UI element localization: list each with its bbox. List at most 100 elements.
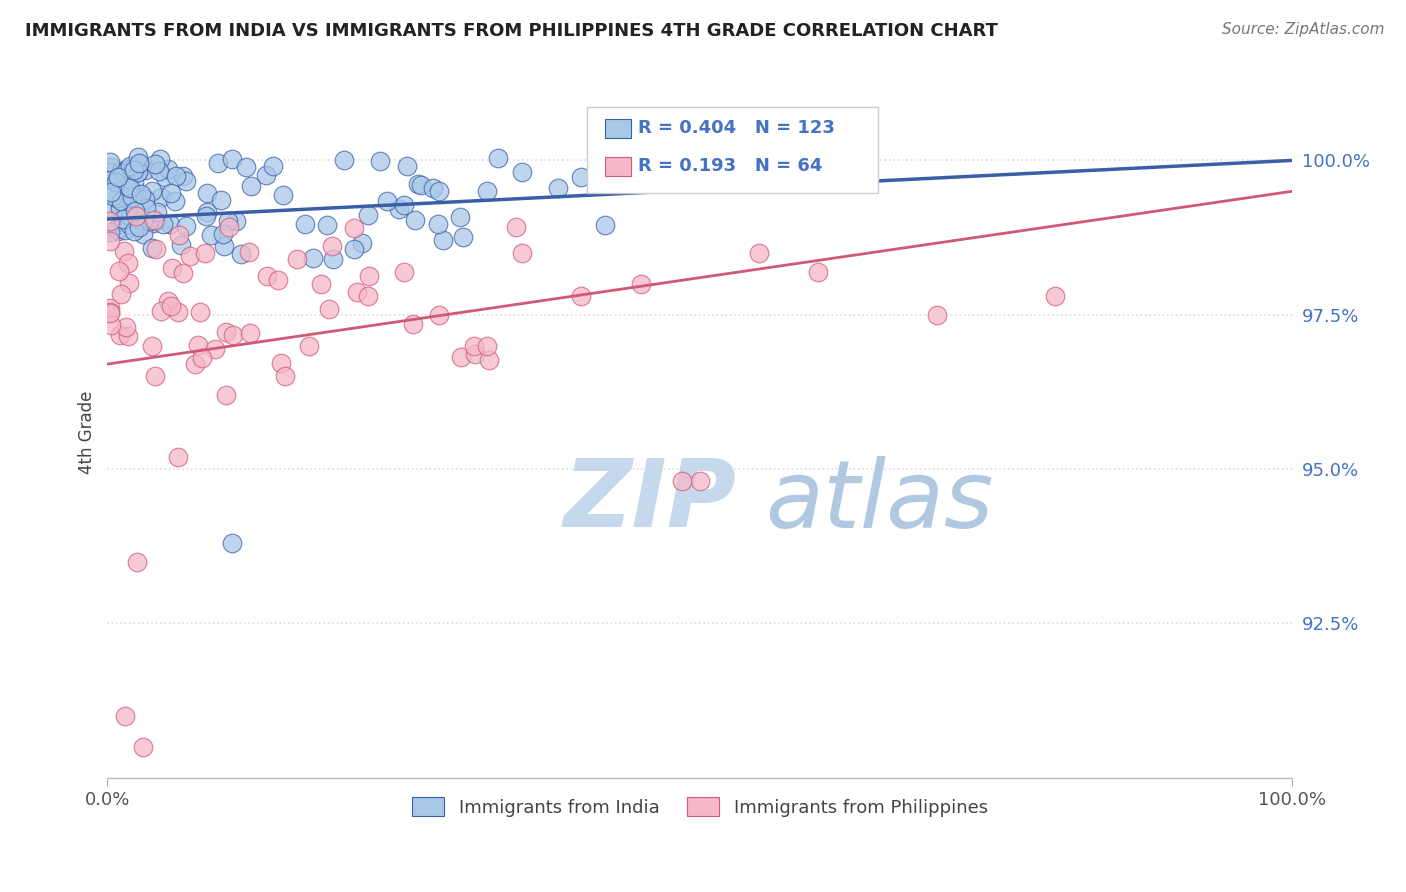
- Point: [124, 199, 146, 213]
- Point: [134, 192, 156, 206]
- Point: [159, 217, 181, 231]
- Point: [215, 325, 238, 339]
- Point: [159, 300, 181, 314]
- Point: [302, 251, 325, 265]
- Point: [475, 184, 498, 198]
- Point: [671, 475, 693, 489]
- Point: [486, 151, 509, 165]
- Point: [98, 234, 121, 248]
- Point: [343, 243, 366, 257]
- Point: [143, 157, 166, 171]
- Point: [125, 209, 148, 223]
- Point: [748, 246, 770, 260]
- Text: R = 0.404   N = 123: R = 0.404 N = 123: [638, 119, 835, 136]
- Text: R = 0.193   N = 64: R = 0.193 N = 64: [638, 157, 823, 175]
- Point: [1045, 289, 1067, 303]
- Point: [309, 277, 332, 291]
- Point: [100, 318, 122, 332]
- Point: [110, 194, 132, 208]
- Point: [105, 222, 128, 236]
- Point: [451, 230, 474, 244]
- Point: [117, 256, 139, 270]
- Point: [105, 190, 128, 204]
- Point: [100, 185, 122, 199]
- Point: [132, 739, 155, 754]
- Point: [298, 338, 321, 352]
- Point: [172, 169, 194, 183]
- Point: [194, 209, 217, 223]
- Bar: [605, 157, 631, 177]
- Point: [110, 202, 132, 216]
- Point: [209, 193, 232, 207]
- Point: [925, 308, 948, 322]
- Point: [225, 214, 247, 228]
- Point: [165, 169, 187, 183]
- Point: [127, 150, 149, 164]
- Point: [240, 178, 263, 193]
- Point: [115, 179, 138, 194]
- Point: [195, 205, 218, 219]
- Point: [254, 168, 277, 182]
- Point: [141, 338, 163, 352]
- Point: [98, 173, 121, 187]
- Point: [131, 227, 153, 241]
- Point: [402, 317, 425, 331]
- Point: [121, 161, 143, 175]
- Point: [316, 219, 339, 233]
- Point: [162, 261, 184, 276]
- Point: [191, 351, 214, 365]
- Bar: [605, 119, 631, 138]
- Point: [689, 475, 711, 489]
- Point: [145, 242, 167, 256]
- Point: [152, 217, 174, 231]
- Point: [141, 241, 163, 255]
- Point: [110, 287, 132, 301]
- Point: [149, 190, 172, 204]
- Point: [143, 212, 166, 227]
- Point: [129, 157, 152, 171]
- Point: [107, 169, 129, 184]
- Point: [464, 347, 486, 361]
- Point: [463, 339, 485, 353]
- Point: [422, 181, 444, 195]
- Point: [100, 200, 122, 214]
- Point: [122, 175, 145, 189]
- Point: [215, 388, 238, 402]
- Point: [322, 252, 344, 266]
- Point: [127, 163, 149, 178]
- Point: [179, 249, 201, 263]
- Point: [138, 214, 160, 228]
- Point: [143, 369, 166, 384]
- Point: [157, 161, 180, 176]
- Point: [188, 305, 211, 319]
- Point: [128, 156, 150, 170]
- Text: ZIP: ZIP: [564, 455, 737, 547]
- Point: [229, 247, 252, 261]
- Point: [807, 264, 830, 278]
- Point: [270, 356, 292, 370]
- Point: [114, 319, 136, 334]
- Point: [321, 239, 343, 253]
- Point: [118, 277, 141, 291]
- Point: [274, 369, 297, 384]
- Point: [174, 174, 197, 188]
- Point: [357, 289, 380, 303]
- Point: [214, 238, 236, 252]
- Point: [129, 187, 152, 202]
- Point: [118, 217, 141, 231]
- Point: [183, 357, 205, 371]
- Point: [174, 219, 197, 234]
- Point: [427, 184, 450, 198]
- Point: [122, 162, 145, 177]
- Point: [217, 214, 239, 228]
- Point: [510, 246, 533, 260]
- FancyBboxPatch shape: [588, 107, 877, 194]
- Point: [235, 160, 257, 174]
- Point: [125, 555, 148, 569]
- Point: [115, 178, 138, 193]
- Point: [294, 218, 316, 232]
- Point: [98, 154, 121, 169]
- Point: [149, 152, 172, 166]
- Point: [160, 186, 183, 200]
- Point: [357, 269, 380, 284]
